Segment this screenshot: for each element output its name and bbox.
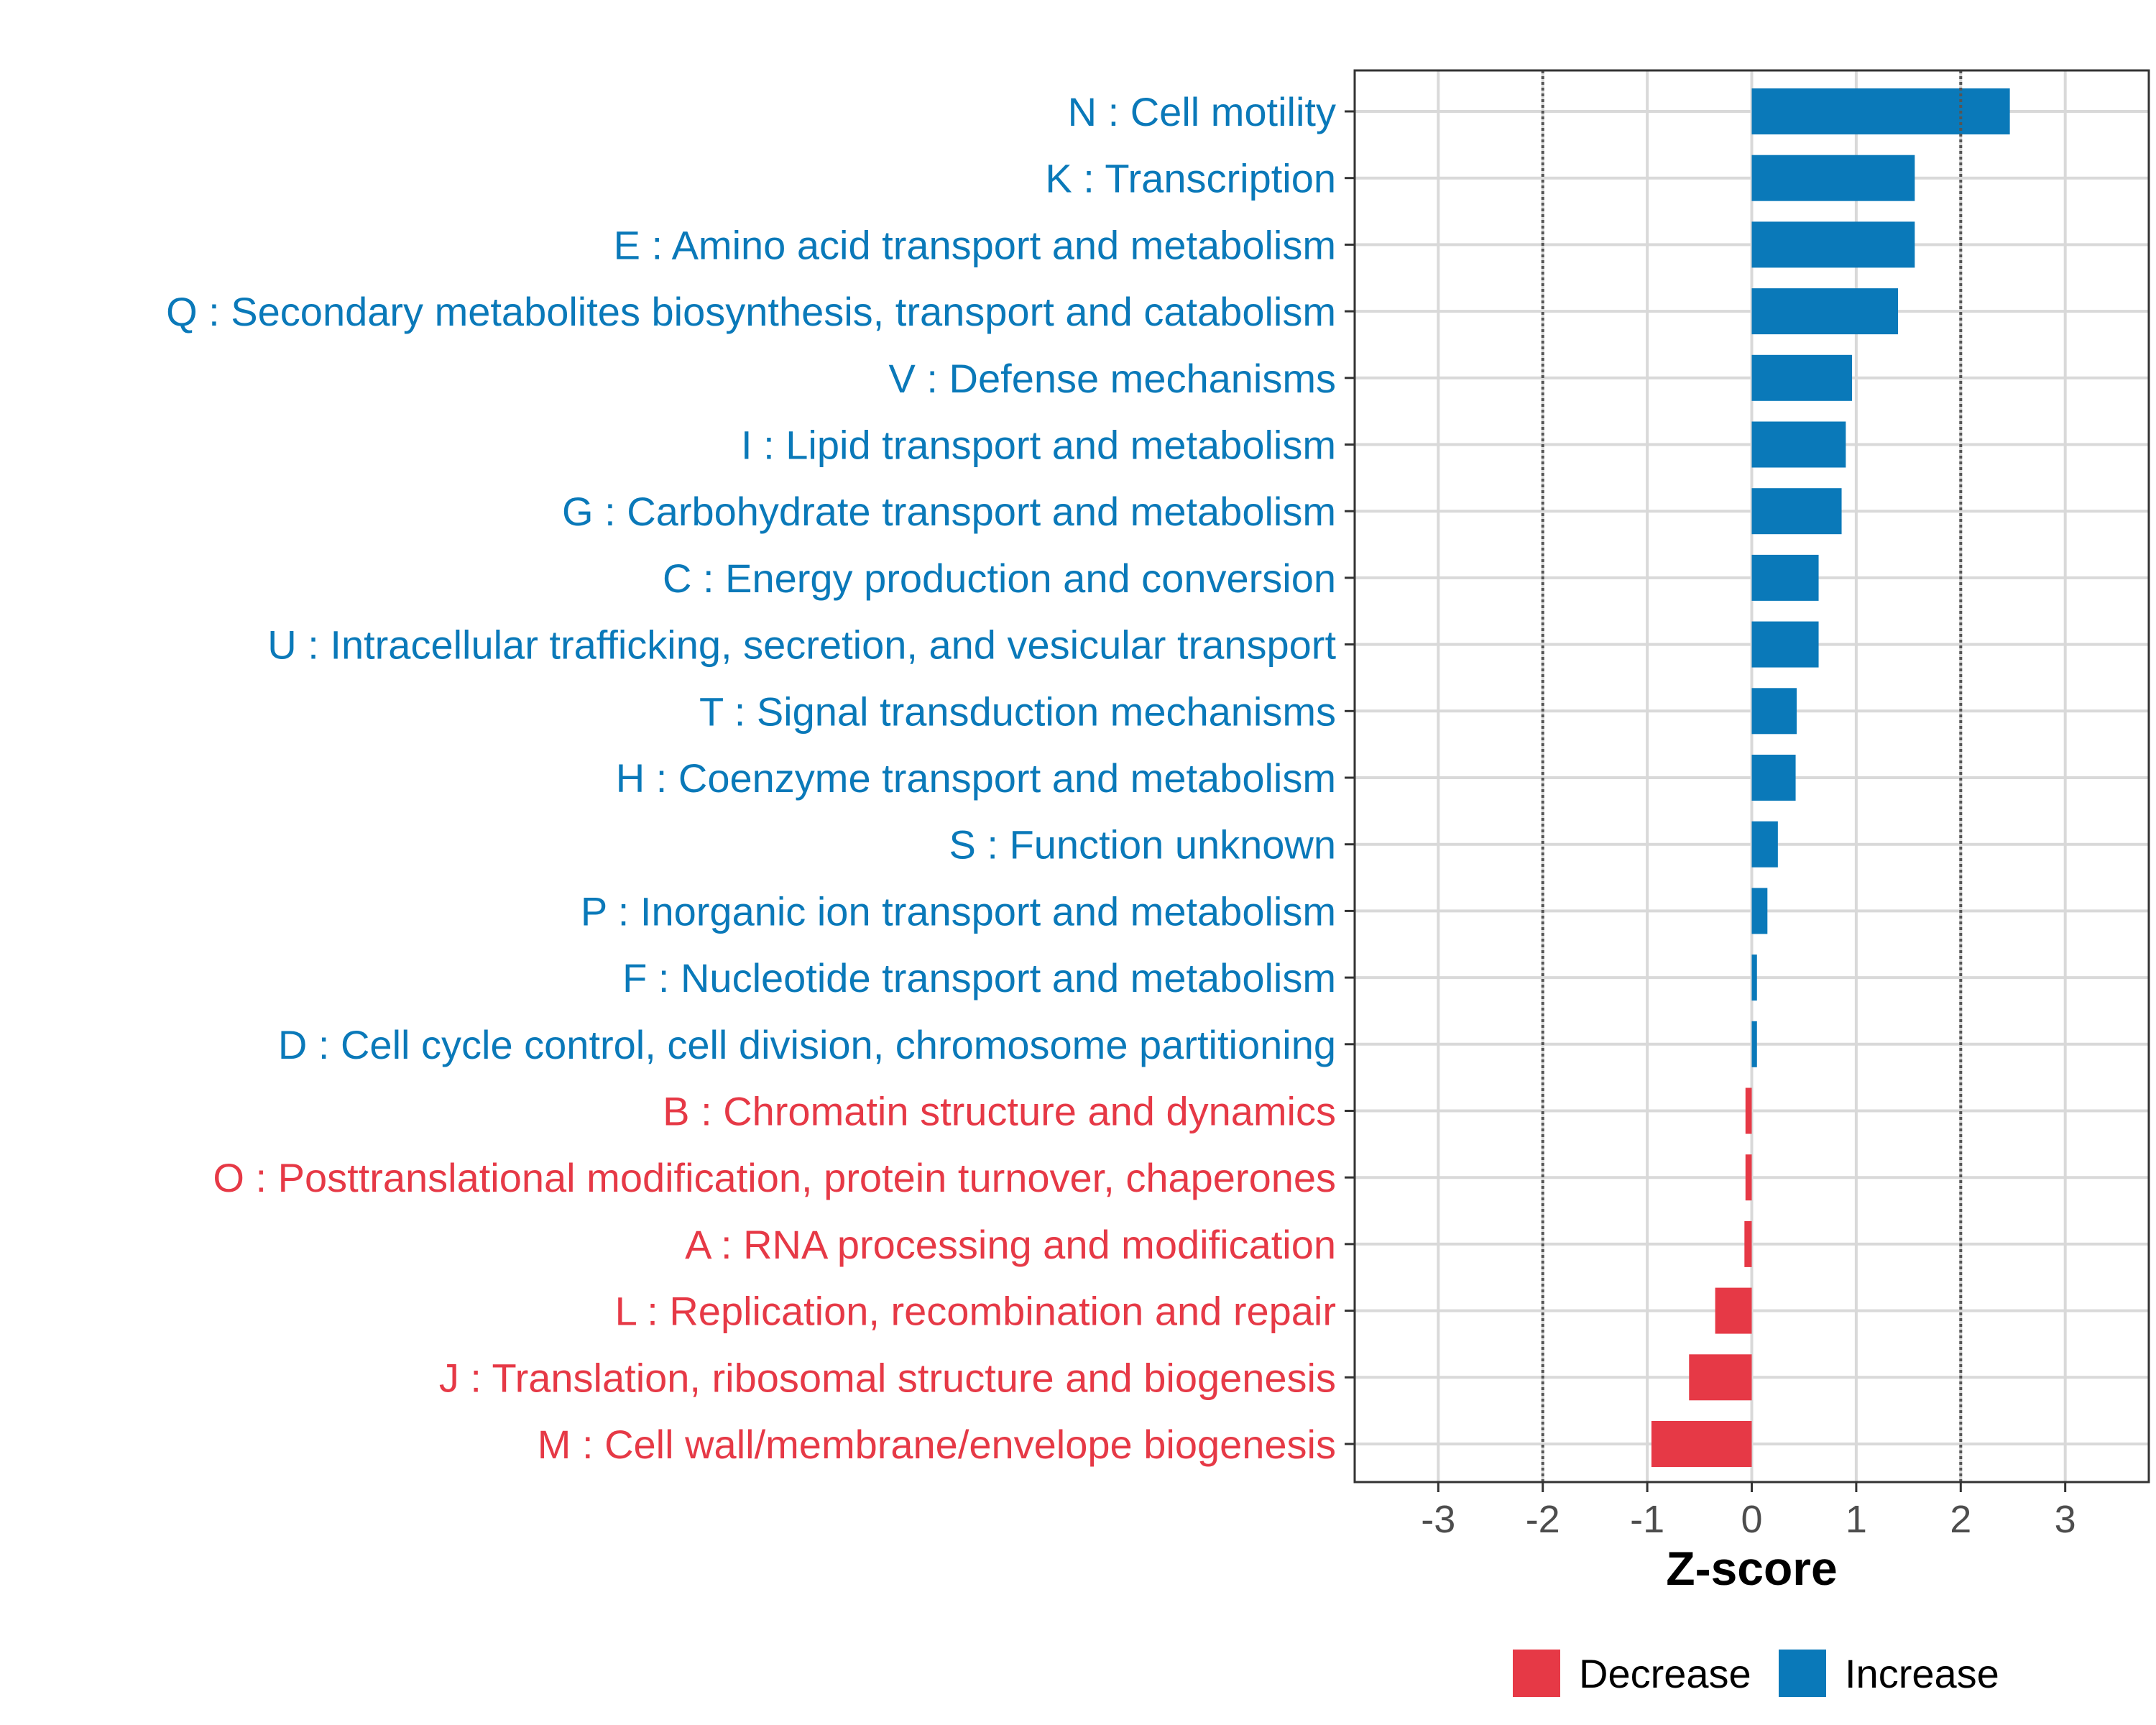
category-label: J : Translation, ribosomal structure and… xyxy=(439,1355,1336,1400)
category-label: E : Amino acid transport and metabolism xyxy=(614,222,1336,267)
bar xyxy=(1751,888,1768,934)
category-label: N : Cell motility xyxy=(1068,89,1336,134)
bar xyxy=(1751,488,1842,535)
category-label: A : RNA processing and modification xyxy=(685,1222,1336,1267)
category-label: C : Energy production and conversion xyxy=(663,556,1336,601)
x-tick-label: 3 xyxy=(2055,1498,2076,1541)
bar xyxy=(1651,1421,1752,1467)
x-tick-label: -1 xyxy=(1630,1498,1664,1541)
bar xyxy=(1751,354,1853,401)
bar xyxy=(1751,621,1819,668)
category-labels: N : Cell motility K : Transcription E : Am… xyxy=(166,89,1336,1467)
category-label: K : Transcription xyxy=(1045,156,1336,201)
category-label: O : Posttranslational modification, prot… xyxy=(213,1155,1336,1200)
x-tick-label: 1 xyxy=(1846,1498,1867,1541)
bar xyxy=(1715,1287,1752,1334)
legend-swatch xyxy=(1513,1650,1560,1697)
x-tick-label: -2 xyxy=(1526,1498,1560,1541)
bar xyxy=(1751,421,1846,468)
bar xyxy=(1751,221,1915,268)
y-axis-ticks xyxy=(1345,110,1355,1445)
bar-layer xyxy=(1651,88,2010,1467)
category-label: V : Defense mechanisms xyxy=(889,356,1336,401)
bar xyxy=(1751,954,1757,1001)
bar xyxy=(1751,88,2010,134)
x-tick-label: 0 xyxy=(1741,1498,1762,1541)
category-label: I : Lipid transport and metabolism xyxy=(741,423,1336,468)
category-label: S : Function unknown xyxy=(949,822,1336,868)
bar xyxy=(1751,554,1819,601)
x-tick-label: 2 xyxy=(1950,1498,1971,1541)
bar xyxy=(1751,155,1915,201)
category-label: U : Intracellular trafficking, secretion… xyxy=(267,622,1336,668)
bar xyxy=(1751,288,1899,335)
category-label: M : Cell wall/membrane/envelope biogenes… xyxy=(538,1422,1336,1467)
bar xyxy=(1745,1087,1752,1134)
category-label: G : Carbohydrate transport and metabolis… xyxy=(562,489,1336,534)
category-label: D : Cell cycle control, cell division, c… xyxy=(278,1022,1336,1067)
bar xyxy=(1751,821,1778,868)
category-label: Q : Secondary metabolites biosynthesis, … xyxy=(166,289,1336,334)
legend-label: Increase xyxy=(1845,1651,1999,1696)
legend: Decrease Increase xyxy=(1513,1650,1999,1697)
legend-swatch xyxy=(1779,1650,1826,1697)
category-label: P : Inorganic ion transport and metaboli… xyxy=(581,888,1336,934)
bar xyxy=(1751,755,1796,801)
category-label: F : Nucleotide transport and metabolism xyxy=(622,955,1336,1000)
category-label: L : Replication, recombination and repai… xyxy=(615,1289,1336,1334)
bar xyxy=(1689,1354,1752,1401)
bar xyxy=(1745,1154,1752,1201)
category-label: T : Signal transduction mechanisms xyxy=(699,689,1336,734)
category-label: H : Coenzyme transport and metabolism xyxy=(616,755,1336,801)
legend-label: Decrease xyxy=(1579,1651,1751,1696)
bar xyxy=(1751,688,1797,735)
x-tick-labels: -3 -2 -1 0 1 2 3 xyxy=(1421,1498,2076,1541)
x-tick-label: -3 xyxy=(1421,1498,1455,1541)
x-axis-ticks xyxy=(1437,1482,2067,1492)
category-label: B : Chromatin structure and dynamics xyxy=(663,1089,1336,1134)
bar xyxy=(1744,1220,1752,1267)
x-axis-title: Z-score xyxy=(1666,1542,1837,1595)
bar xyxy=(1751,1021,1757,1067)
